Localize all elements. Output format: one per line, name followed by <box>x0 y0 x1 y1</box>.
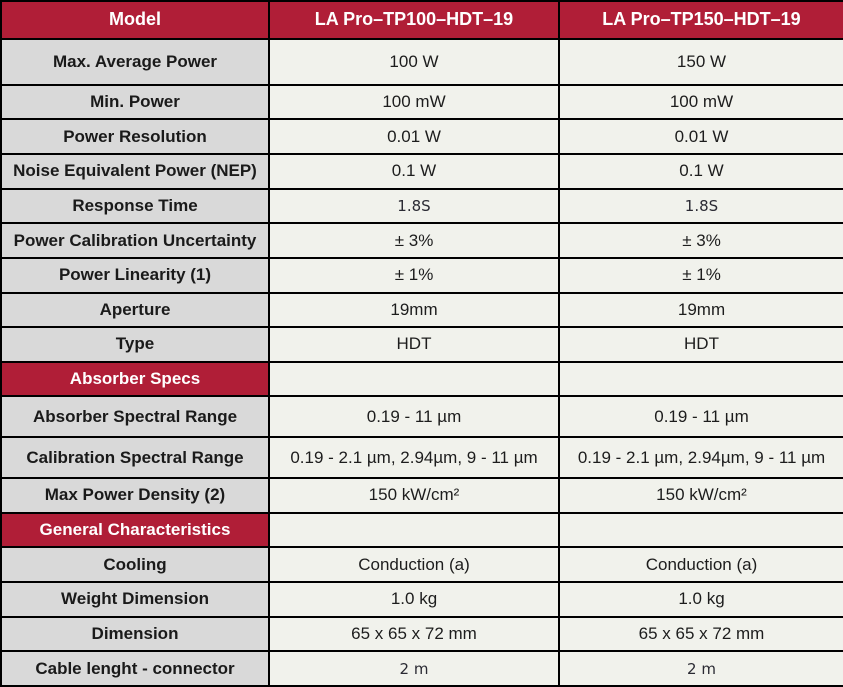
value-cell: 100 W <box>268 37 560 86</box>
empty-cell <box>268 360 560 398</box>
table-row-calibration-spectral-range: Calibration Spectral Range 0.19 - 2.1 µm… <box>0 436 843 479</box>
table-row-absorber-spectral-range: Absorber Spectral Range 0.19 - 11 µm 0.1… <box>0 395 843 439</box>
product2-header-cell: LA Pro–TP150–HDT–19 <box>558 0 843 40</box>
table-row-min-power: Min. Power 100 mW 100 mW <box>0 83 843 121</box>
table-row-cooling: Cooling Conduction (a) Conduction (a) <box>0 546 843 583</box>
header-row: Model LA Pro–TP100–HDT–19 LA Pro–TP150–H… <box>0 0 843 40</box>
row-label-cell: Power Resolution <box>0 118 270 155</box>
value-cell: HDT <box>558 326 843 363</box>
row-label-cell: Response Time <box>0 187 270 225</box>
row-label-cell: Type <box>0 326 270 363</box>
section-row-general-characteristics: General Characteristics <box>0 511 843 549</box>
table-row-dimension: Dimension 65 x 65 x 72 mm 65 x 65 x 72 m… <box>0 615 843 653</box>
row-label-cell: Max. Average Power <box>0 37 270 86</box>
value-cell: 0.19 - 2.1 µm, 2.94µm, 9 - 11 µm <box>268 436 560 479</box>
table-row-response-time: Response Time 1.8S 1.8S <box>0 187 843 225</box>
value-cell: 65 x 65 x 72 mm <box>558 615 843 653</box>
empty-cell <box>558 511 843 549</box>
value-cell: HDT <box>268 326 560 363</box>
row-label-cell: Noise Equivalent Power (NEP) <box>0 152 270 190</box>
row-label-cell: Min. Power <box>0 83 270 121</box>
value-cell: 0.1 W <box>268 152 560 190</box>
value-cell: ± 1% <box>268 256 560 294</box>
row-label-cell: Weight Dimension <box>0 580 270 618</box>
value-cell: ± 3% <box>558 222 843 259</box>
value-cell: 1.0 kg <box>558 580 843 618</box>
value-cell: ± 1% <box>558 256 843 294</box>
value-cell: 1.8S <box>268 187 560 225</box>
table-row-max-average-power: Max. Average Power 100 W 150 W <box>0 37 843 86</box>
value-cell: 150 kW/cm² <box>268 477 560 514</box>
value-cell: 0.01 W <box>558 118 843 155</box>
row-label-cell: Calibration Spectral Range <box>0 436 270 479</box>
value-cell: 19mm <box>558 291 843 329</box>
value-cell: 0.01 W <box>268 118 560 155</box>
value-cell: 65 x 65 x 72 mm <box>268 615 560 653</box>
product1-header-cell: LA Pro–TP100–HDT–19 <box>268 0 560 40</box>
row-label-cell: Aperture <box>0 291 270 329</box>
table-row-weight-dimension: Weight Dimension 1.0 kg 1.0 kg <box>0 580 843 618</box>
value-cell: 0.19 - 11 µm <box>558 395 843 439</box>
row-label-cell: Power Linearity (1) <box>0 256 270 294</box>
value-cell: Conduction (a) <box>558 546 843 583</box>
value-cell: 150 W <box>558 37 843 86</box>
table-row-nep: Noise Equivalent Power (NEP) 0.1 W 0.1 W <box>0 152 843 190</box>
value-cell: 100 mW <box>558 83 843 121</box>
section-title-cell: General Characteristics <box>0 511 270 549</box>
value-cell: ± 3% <box>268 222 560 259</box>
value-cell: 150 kW/cm² <box>558 477 843 514</box>
value-cell: Conduction (a) <box>268 546 560 583</box>
empty-cell <box>268 511 560 549</box>
value-cell: 1.8S <box>558 187 843 225</box>
value-cell: 1.0 kg <box>268 580 560 618</box>
table-row-power-calibration-uncertainty: Power Calibration Uncertainty ± 3% ± 3% <box>0 222 843 259</box>
row-label-cell: Max Power Density (2) <box>0 477 270 514</box>
table-row-power-resolution: Power Resolution 0.01 W 0.01 W <box>0 118 843 155</box>
value-cell: 19mm <box>268 291 560 329</box>
value-cell: 0.19 - 2.1 µm, 2.94µm, 9 - 11 µm <box>558 436 843 479</box>
row-label-cell: Cooling <box>0 546 270 583</box>
value-cell: 2 m <box>558 650 843 687</box>
table-row-cable-length-connector: Cable lenght - connector 2 m 2 m <box>0 650 843 687</box>
empty-cell <box>558 360 843 398</box>
row-label-cell: Cable lenght - connector <box>0 650 270 687</box>
value-cell: 0.19 - 11 µm <box>268 395 560 439</box>
row-label-cell: Dimension <box>0 615 270 653</box>
section-title-cell: Absorber Specs <box>0 360 270 398</box>
table-row-aperture: Aperture 19mm 19mm <box>0 291 843 329</box>
table-row-type: Type HDT HDT <box>0 326 843 363</box>
row-label-cell: Absorber Spectral Range <box>0 395 270 439</box>
value-cell: 2 m <box>268 650 560 687</box>
row-label-cell: Power Calibration Uncertainty <box>0 222 270 259</box>
model-header-cell: Model <box>0 0 270 40</box>
section-row-absorber-specs: Absorber Specs <box>0 360 843 398</box>
value-cell: 100 mW <box>268 83 560 121</box>
value-cell: 0.1 W <box>558 152 843 190</box>
table-row-max-power-density: Max Power Density (2) 150 kW/cm² 150 kW/… <box>0 477 843 514</box>
table-row-power-linearity: Power Linearity (1) ± 1% ± 1% <box>0 256 843 294</box>
